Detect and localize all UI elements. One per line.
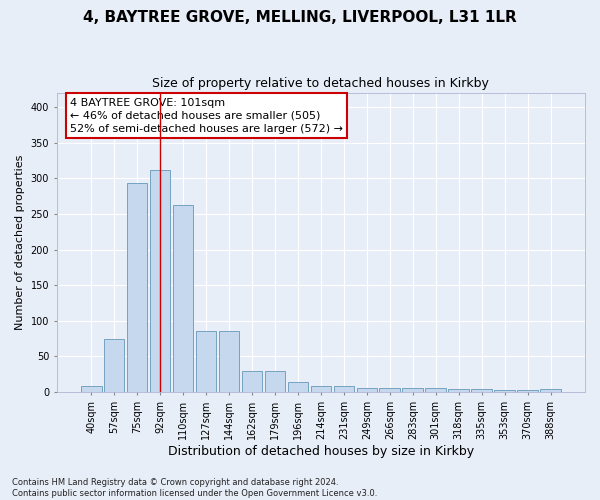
Bar <box>334 386 354 392</box>
Bar <box>287 382 308 392</box>
Bar <box>218 332 239 392</box>
Bar <box>448 389 469 392</box>
Bar <box>379 388 400 392</box>
Bar <box>472 389 492 392</box>
Bar <box>81 386 101 392</box>
Bar <box>517 390 538 392</box>
Y-axis label: Number of detached properties: Number of detached properties <box>15 155 25 330</box>
Bar <box>150 170 170 392</box>
Text: Contains HM Land Registry data © Crown copyright and database right 2024.
Contai: Contains HM Land Registry data © Crown c… <box>12 478 377 498</box>
Text: 4 BAYTREE GROVE: 101sqm
← 46% of detached houses are smaller (505)
52% of semi-d: 4 BAYTREE GROVE: 101sqm ← 46% of detache… <box>70 98 343 134</box>
Bar <box>104 338 124 392</box>
Bar <box>311 386 331 392</box>
Bar <box>425 388 446 392</box>
Text: 4, BAYTREE GROVE, MELLING, LIVERPOOL, L31 1LR: 4, BAYTREE GROVE, MELLING, LIVERPOOL, L3… <box>83 10 517 25</box>
Bar <box>541 389 561 392</box>
X-axis label: Distribution of detached houses by size in Kirkby: Distribution of detached houses by size … <box>168 444 474 458</box>
Title: Size of property relative to detached houses in Kirkby: Size of property relative to detached ho… <box>152 78 490 90</box>
Bar <box>127 184 148 392</box>
Bar <box>173 206 193 392</box>
Bar <box>403 388 423 392</box>
Bar <box>494 390 515 392</box>
Bar <box>356 388 377 392</box>
Bar <box>242 370 262 392</box>
Bar <box>265 370 285 392</box>
Bar <box>196 332 217 392</box>
